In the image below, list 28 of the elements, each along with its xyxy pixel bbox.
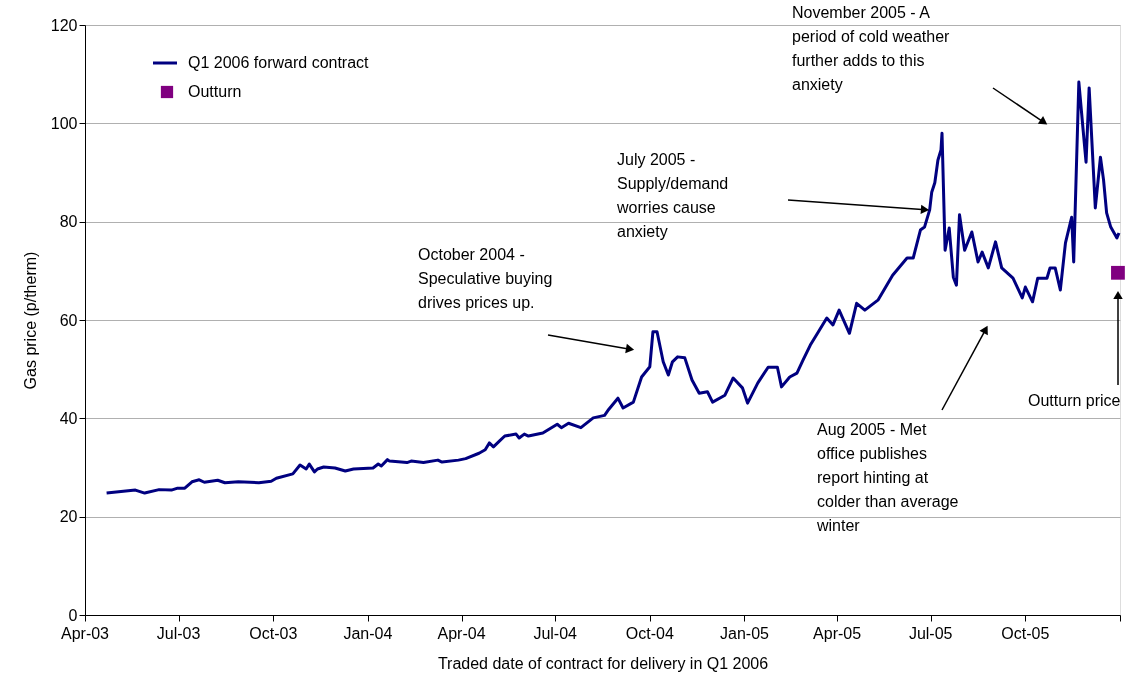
- x-tick-label: Jan-05: [720, 625, 770, 642]
- y-tick-label: 120: [50, 16, 78, 34]
- annotation: Aug 2005 - Met office publishes report hinting at colder than average winter: [816, 421, 959, 534]
- legend-label: Q1 2006 forward contract: [188, 54, 370, 71]
- x-tick-label: Oct-03: [249, 625, 298, 642]
- x-axis-title: Traded date of contract for delivery in Q1 2006: [437, 655, 769, 672]
- y-tick-label: 100: [50, 114, 78, 132]
- annotation: Outturn price: [1028, 392, 1121, 409]
- y-tick-label: 60: [59, 311, 78, 329]
- x-tick-label: Oct-05: [1001, 625, 1050, 642]
- legend-label: Outturn: [188, 83, 242, 100]
- x-tick-label: Apr-03: [60, 625, 110, 642]
- y-tick-label: 40: [59, 409, 78, 427]
- x-tick-label: Jan-04: [343, 625, 393, 642]
- y-tick-label: 20: [59, 508, 78, 526]
- x-tick-label: Jul-05: [908, 625, 953, 642]
- x-tick-label: Jul-03: [156, 625, 201, 642]
- y-tick-label: 0: [68, 606, 78, 624]
- x-tick-label: Jul-04: [533, 625, 578, 642]
- x-tick-label: Oct-04: [625, 625, 674, 642]
- y-axis-title: Gas price (p/therm): [21, 251, 39, 390]
- x-tick-label: Apr-04: [437, 625, 486, 642]
- annotation: July 2005 - Supply/demand worries cause anxiety: [616, 151, 729, 240]
- line-series: [105, 80, 1121, 495]
- annotation: November 2005 - A period of cold weather further adds to this anxiety: [792, 4, 951, 93]
- y-tick-label: 80: [59, 213, 78, 231]
- annotation: October 2004 - Speculative buying drives prices up.: [418, 246, 553, 311]
- x-tick-label: Apr-05: [813, 625, 862, 642]
